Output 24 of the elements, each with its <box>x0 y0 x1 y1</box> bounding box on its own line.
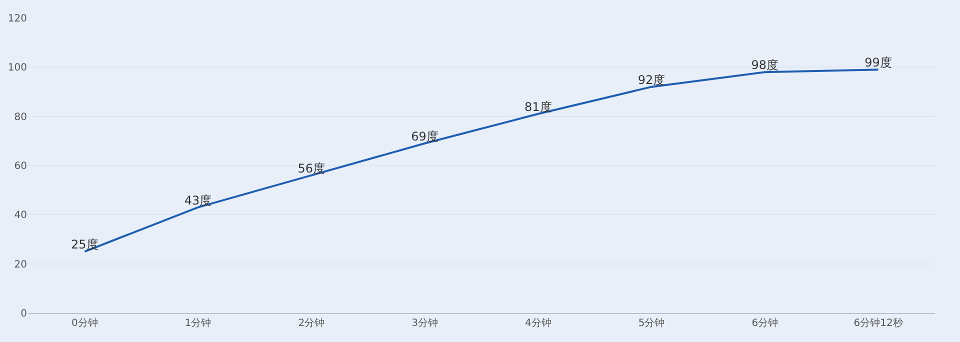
x-tick-label: 5分钟 <box>638 317 665 329</box>
data-label: 56度 <box>298 161 326 176</box>
y-tick-label: 0 <box>20 308 27 320</box>
x-tick-label: 3分钟 <box>412 317 438 329</box>
x-tick-label: 2分钟 <box>298 317 325 329</box>
data-label: 81度 <box>524 100 552 114</box>
y-tick-label: 20 <box>14 259 27 270</box>
x-tick-label: 0分钟 <box>72 317 98 329</box>
data-label: 99度 <box>864 56 892 70</box>
y-tick-label: 120 <box>8 14 27 24</box>
data-label: 25度 <box>71 238 98 252</box>
data-label: 69度 <box>411 129 438 144</box>
y-tick-label: 100 <box>8 62 27 74</box>
x-tick-label: 6分钟12秒 <box>854 317 903 329</box>
y-tick-label: 40 <box>14 210 27 222</box>
data-label: 43度 <box>184 193 212 208</box>
line-series <box>84 68 880 253</box>
y-tick-label: 60 <box>14 161 27 172</box>
x-tick-label: 4分钟 <box>525 317 552 329</box>
data-label: 98度 <box>751 58 779 72</box>
x-tick-label: 6分钟 <box>752 317 778 329</box>
y-tick-label: 80 <box>14 112 27 123</box>
data-label: 92度 <box>638 72 666 87</box>
x-tick-label: 1分钟 <box>184 317 212 329</box>
